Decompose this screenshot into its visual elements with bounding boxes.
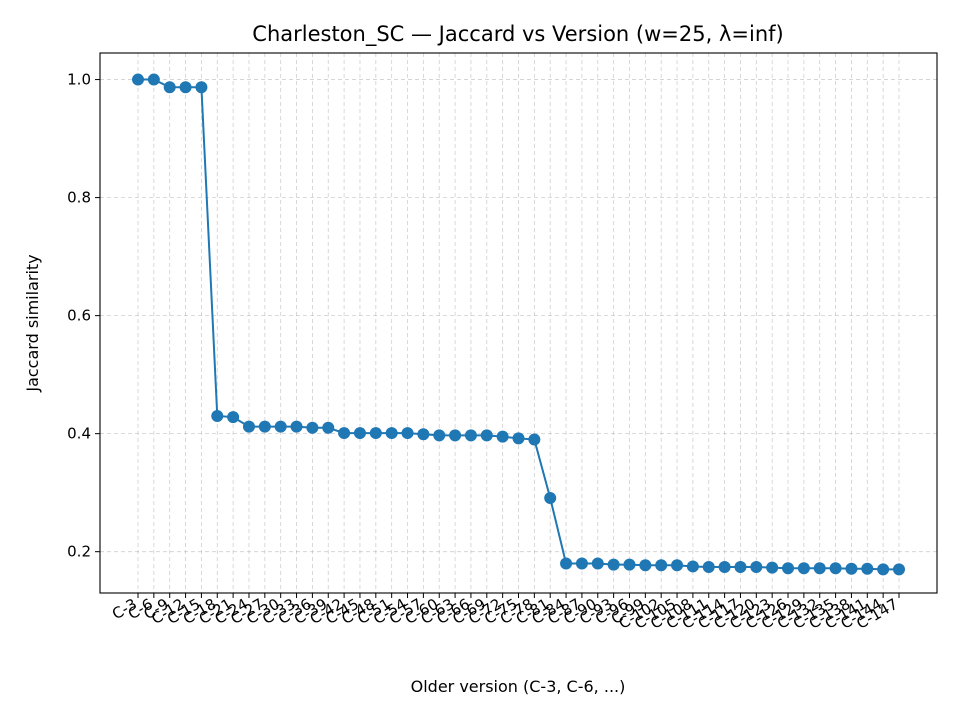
data-point <box>623 558 636 571</box>
data-point <box>591 557 604 570</box>
data-point <box>338 427 351 440</box>
data-point <box>353 427 366 440</box>
data-point <box>417 428 430 441</box>
data-point <box>369 427 382 440</box>
data-point <box>797 562 810 575</box>
x-axis-label: Older version (C-3, C-6, ...) <box>411 677 626 696</box>
data-point <box>464 429 477 442</box>
data-point <box>274 420 287 433</box>
y-tick-label: 0.8 <box>67 189 91 207</box>
data-point <box>132 73 144 86</box>
y-axis: 0.2 0.4 0.6 0.8 1.0 <box>67 71 100 561</box>
x-axis: C-3C-6C-9C-12C-15C-18C-21C-24C-27C-30C-3… <box>109 593 901 633</box>
data-point <box>449 429 462 442</box>
data-point <box>639 559 652 572</box>
data-point <box>813 562 826 575</box>
y-tick-label: 0.2 <box>67 543 91 561</box>
y-tick-label: 0.4 <box>67 425 91 443</box>
y-axis-label: Jaccard similarity <box>23 254 42 392</box>
data-point <box>528 433 541 446</box>
series-layer <box>132 73 905 576</box>
data-point <box>782 562 795 575</box>
data-point <box>607 558 620 571</box>
data-point <box>163 81 176 94</box>
data-point <box>861 562 874 575</box>
data-point <box>179 81 192 94</box>
data-point <box>480 429 493 442</box>
data-point <box>544 491 557 504</box>
y-tick-label: 1.0 <box>67 71 91 89</box>
data-point <box>496 430 509 443</box>
data-point <box>877 563 890 576</box>
grid-layer <box>100 53 937 593</box>
data-point <box>147 73 160 86</box>
data-point <box>845 562 858 575</box>
data-point <box>385 427 398 440</box>
data-point <box>686 560 699 573</box>
data-point <box>211 409 224 422</box>
data-point <box>242 420 255 433</box>
data-point <box>560 557 573 570</box>
data-point <box>671 559 684 572</box>
data-point <box>290 420 303 433</box>
data-point <box>322 421 335 434</box>
data-point <box>893 563 905 576</box>
data-point <box>734 561 747 574</box>
data-point <box>655 559 668 572</box>
data-point <box>512 432 525 445</box>
chart-title: Charleston_SC — Jaccard vs Version (w=25… <box>252 22 783 47</box>
data-point <box>702 561 715 574</box>
data-point <box>258 420 271 433</box>
data-point <box>829 562 842 575</box>
data-point <box>750 561 763 574</box>
data-point <box>401 427 414 440</box>
y-tick-label: 0.6 <box>67 307 91 325</box>
data-point <box>433 429 446 442</box>
data-point <box>766 561 779 574</box>
data-point <box>718 561 731 574</box>
data-point <box>195 81 208 94</box>
data-point <box>306 421 319 434</box>
data-point <box>575 557 588 570</box>
data-point <box>227 411 240 424</box>
